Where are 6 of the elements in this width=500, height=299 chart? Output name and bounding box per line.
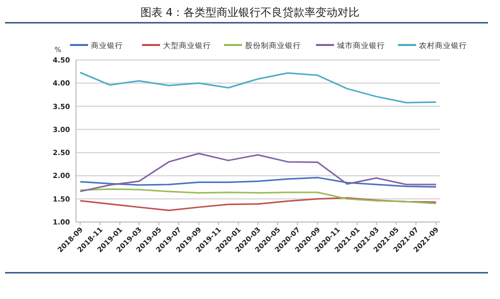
chart-title: 图表 4：各类型商业银行不良贷款率变动对比 [140, 6, 360, 19]
line-series [79, 72, 437, 104]
line-series [79, 197, 437, 212]
line-series [79, 188, 437, 204]
line-series [79, 152, 437, 192]
line-series [79, 176, 437, 188]
